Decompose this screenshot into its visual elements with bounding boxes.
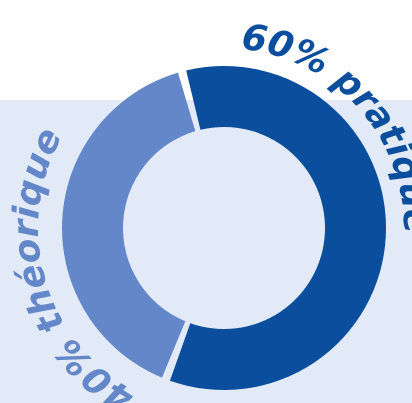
donut-slice-0 bbox=[169, 65, 386, 391]
donut-slice-1 bbox=[62, 72, 196, 378]
